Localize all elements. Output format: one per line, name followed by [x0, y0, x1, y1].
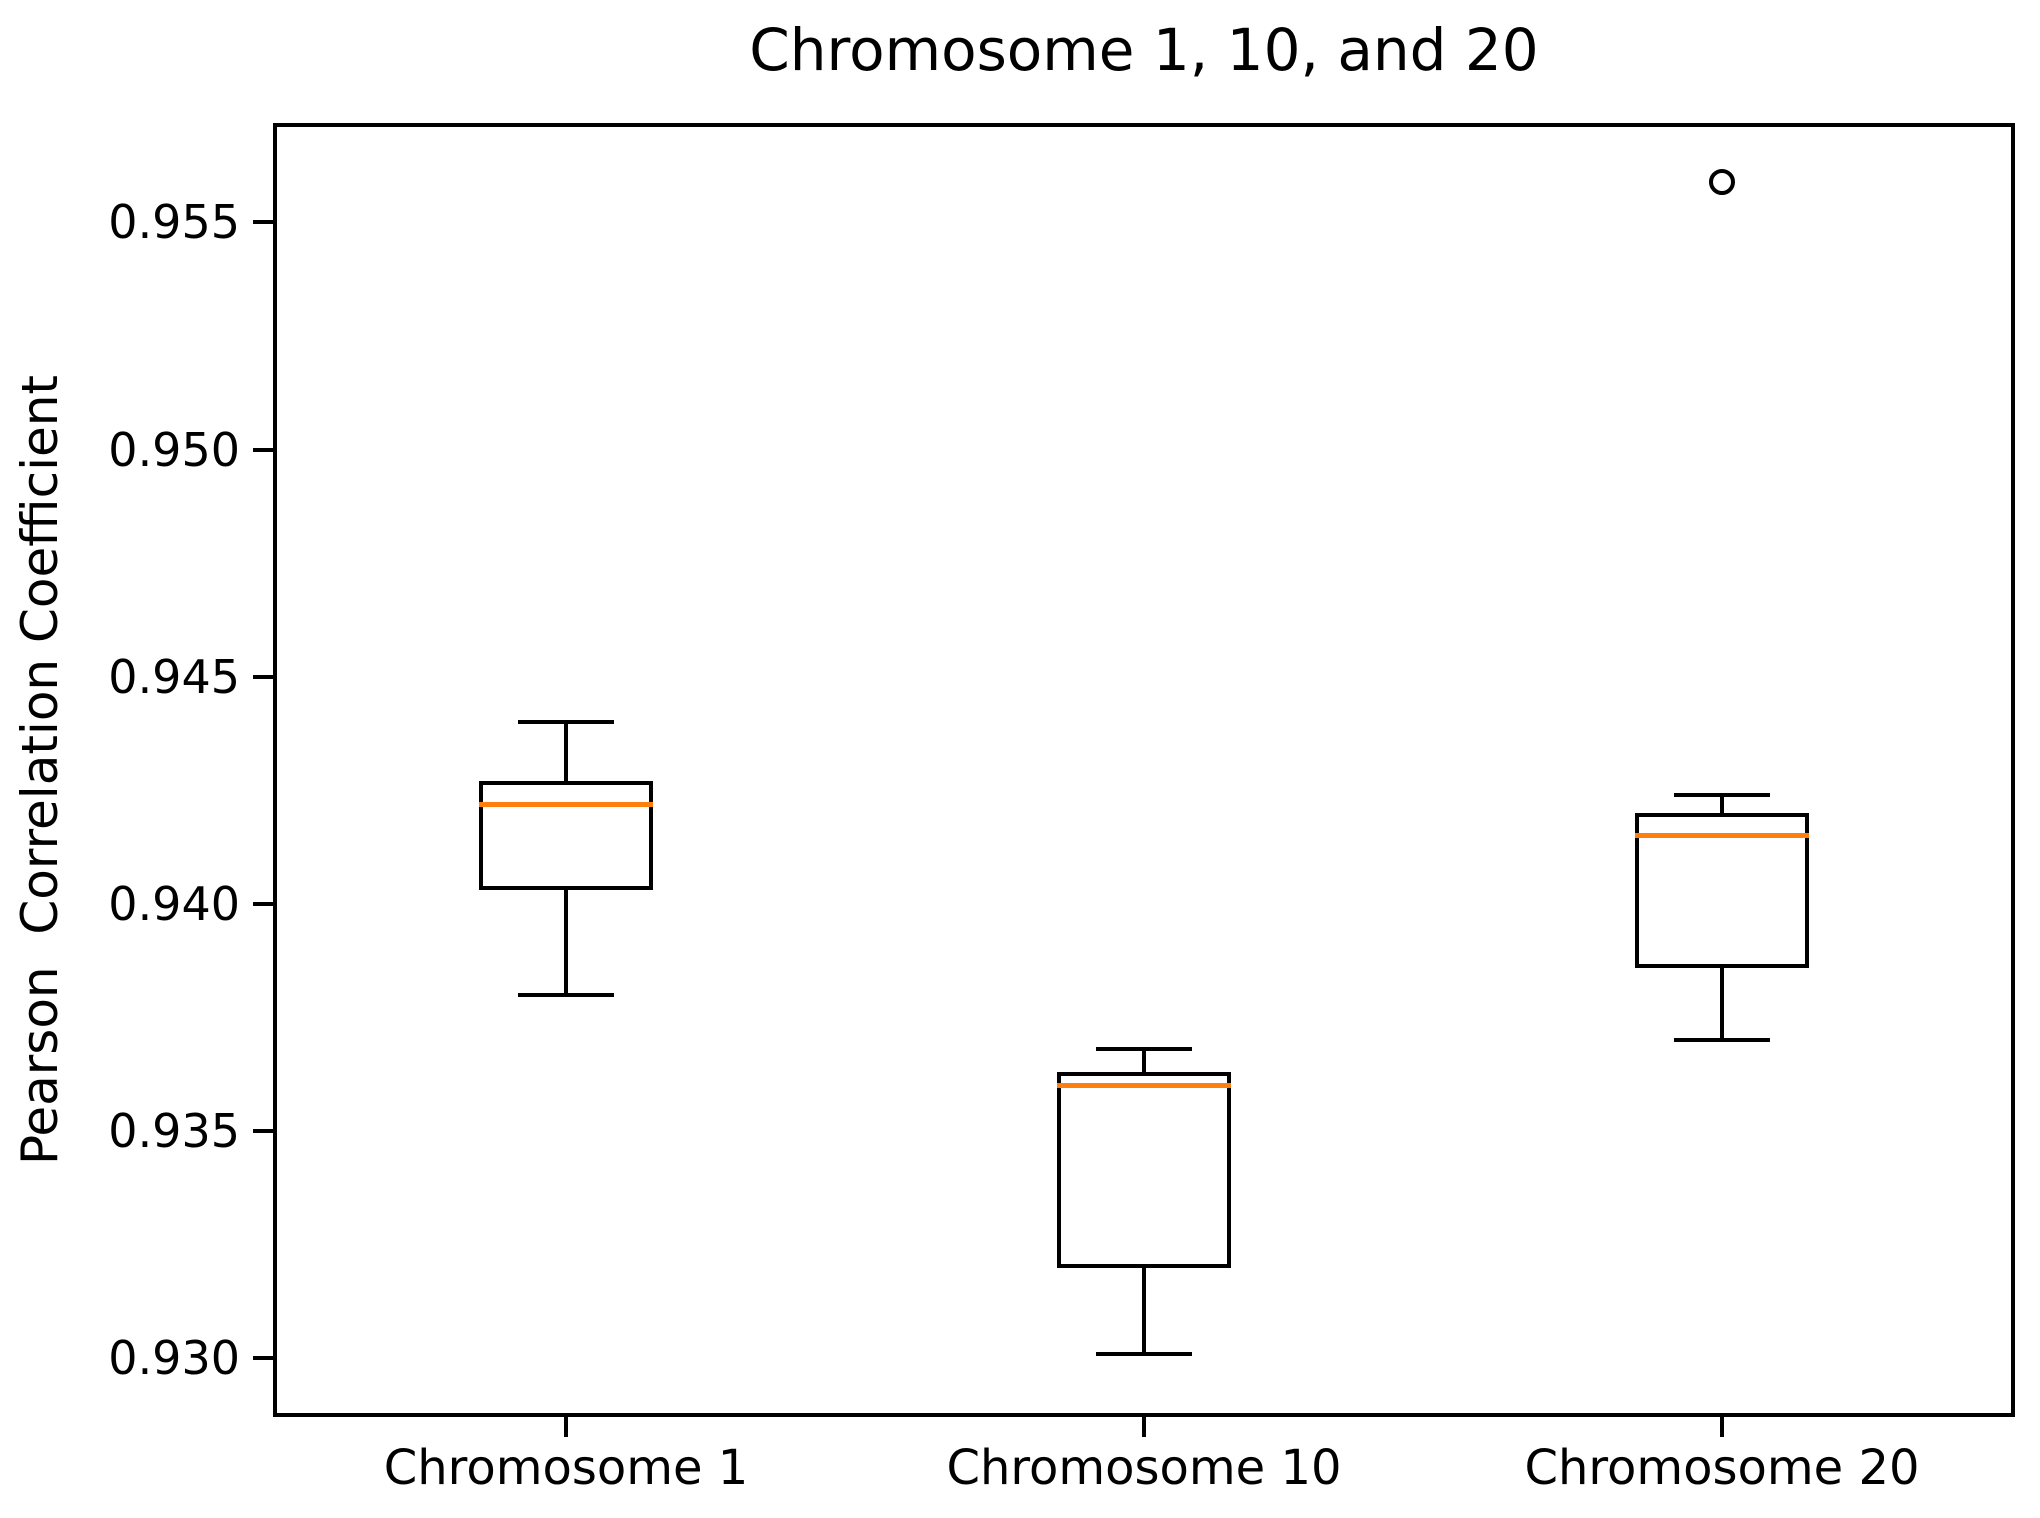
x-tick-mark — [1142, 1417, 1146, 1437]
x-tick-label: Chromosome 1 — [383, 1440, 749, 1496]
y-tick-label: 0.930 — [108, 1331, 240, 1386]
boxplot-cap-upper — [1096, 1047, 1192, 1052]
boxplot-cap-upper — [518, 720, 614, 725]
y-tick-mark — [253, 447, 273, 452]
y-tick-mark — [253, 1129, 273, 1134]
boxplot-whisker-lower — [564, 890, 568, 995]
boxplot-cap-lower — [1674, 1038, 1770, 1043]
x-tick-label: Chromosome 20 — [1524, 1440, 1920, 1496]
x-tick-mark — [1720, 1417, 1724, 1437]
chart-title: Chromosome 1, 10, and 20 — [749, 16, 1539, 84]
boxplot-whisker-lower — [1142, 1267, 1146, 1354]
boxplot-median — [479, 801, 653, 807]
boxplot-cap-lower — [1096, 1351, 1192, 1356]
y-tick-label: 0.935 — [108, 1104, 240, 1159]
boxplot-whisker-upper — [1720, 794, 1724, 814]
boxplot-whisker-upper — [564, 722, 568, 782]
y-tick-label: 0.950 — [108, 422, 240, 477]
boxplot-box — [479, 781, 653, 891]
boxplot-whisker-upper — [1142, 1049, 1146, 1073]
y-tick-label: 0.945 — [108, 649, 240, 704]
plot-area — [273, 123, 2015, 1417]
x-tick-mark — [564, 1417, 568, 1437]
y-tick-mark — [253, 902, 273, 907]
boxplot-whisker-lower — [1720, 967, 1724, 1041]
y-axis-label: Pearson Correlation Coefficient — [11, 374, 69, 1166]
y-tick-mark — [253, 1356, 273, 1361]
y-tick-mark — [253, 674, 273, 679]
boxplot-cap-upper — [1674, 792, 1770, 797]
boxplot-median — [1635, 833, 1809, 839]
boxplot-cap-lower — [518, 992, 614, 997]
boxplot-box — [1057, 1072, 1231, 1268]
x-tick-label: Chromosome 10 — [946, 1440, 1342, 1496]
y-tick-label: 0.940 — [108, 877, 240, 932]
boxplot-box — [1635, 813, 1809, 968]
boxplot-outlier-marker — [1709, 168, 1735, 195]
y-tick-label: 0.955 — [108, 195, 240, 250]
y-tick-mark — [253, 220, 273, 225]
boxplot-median — [1057, 1083, 1231, 1089]
